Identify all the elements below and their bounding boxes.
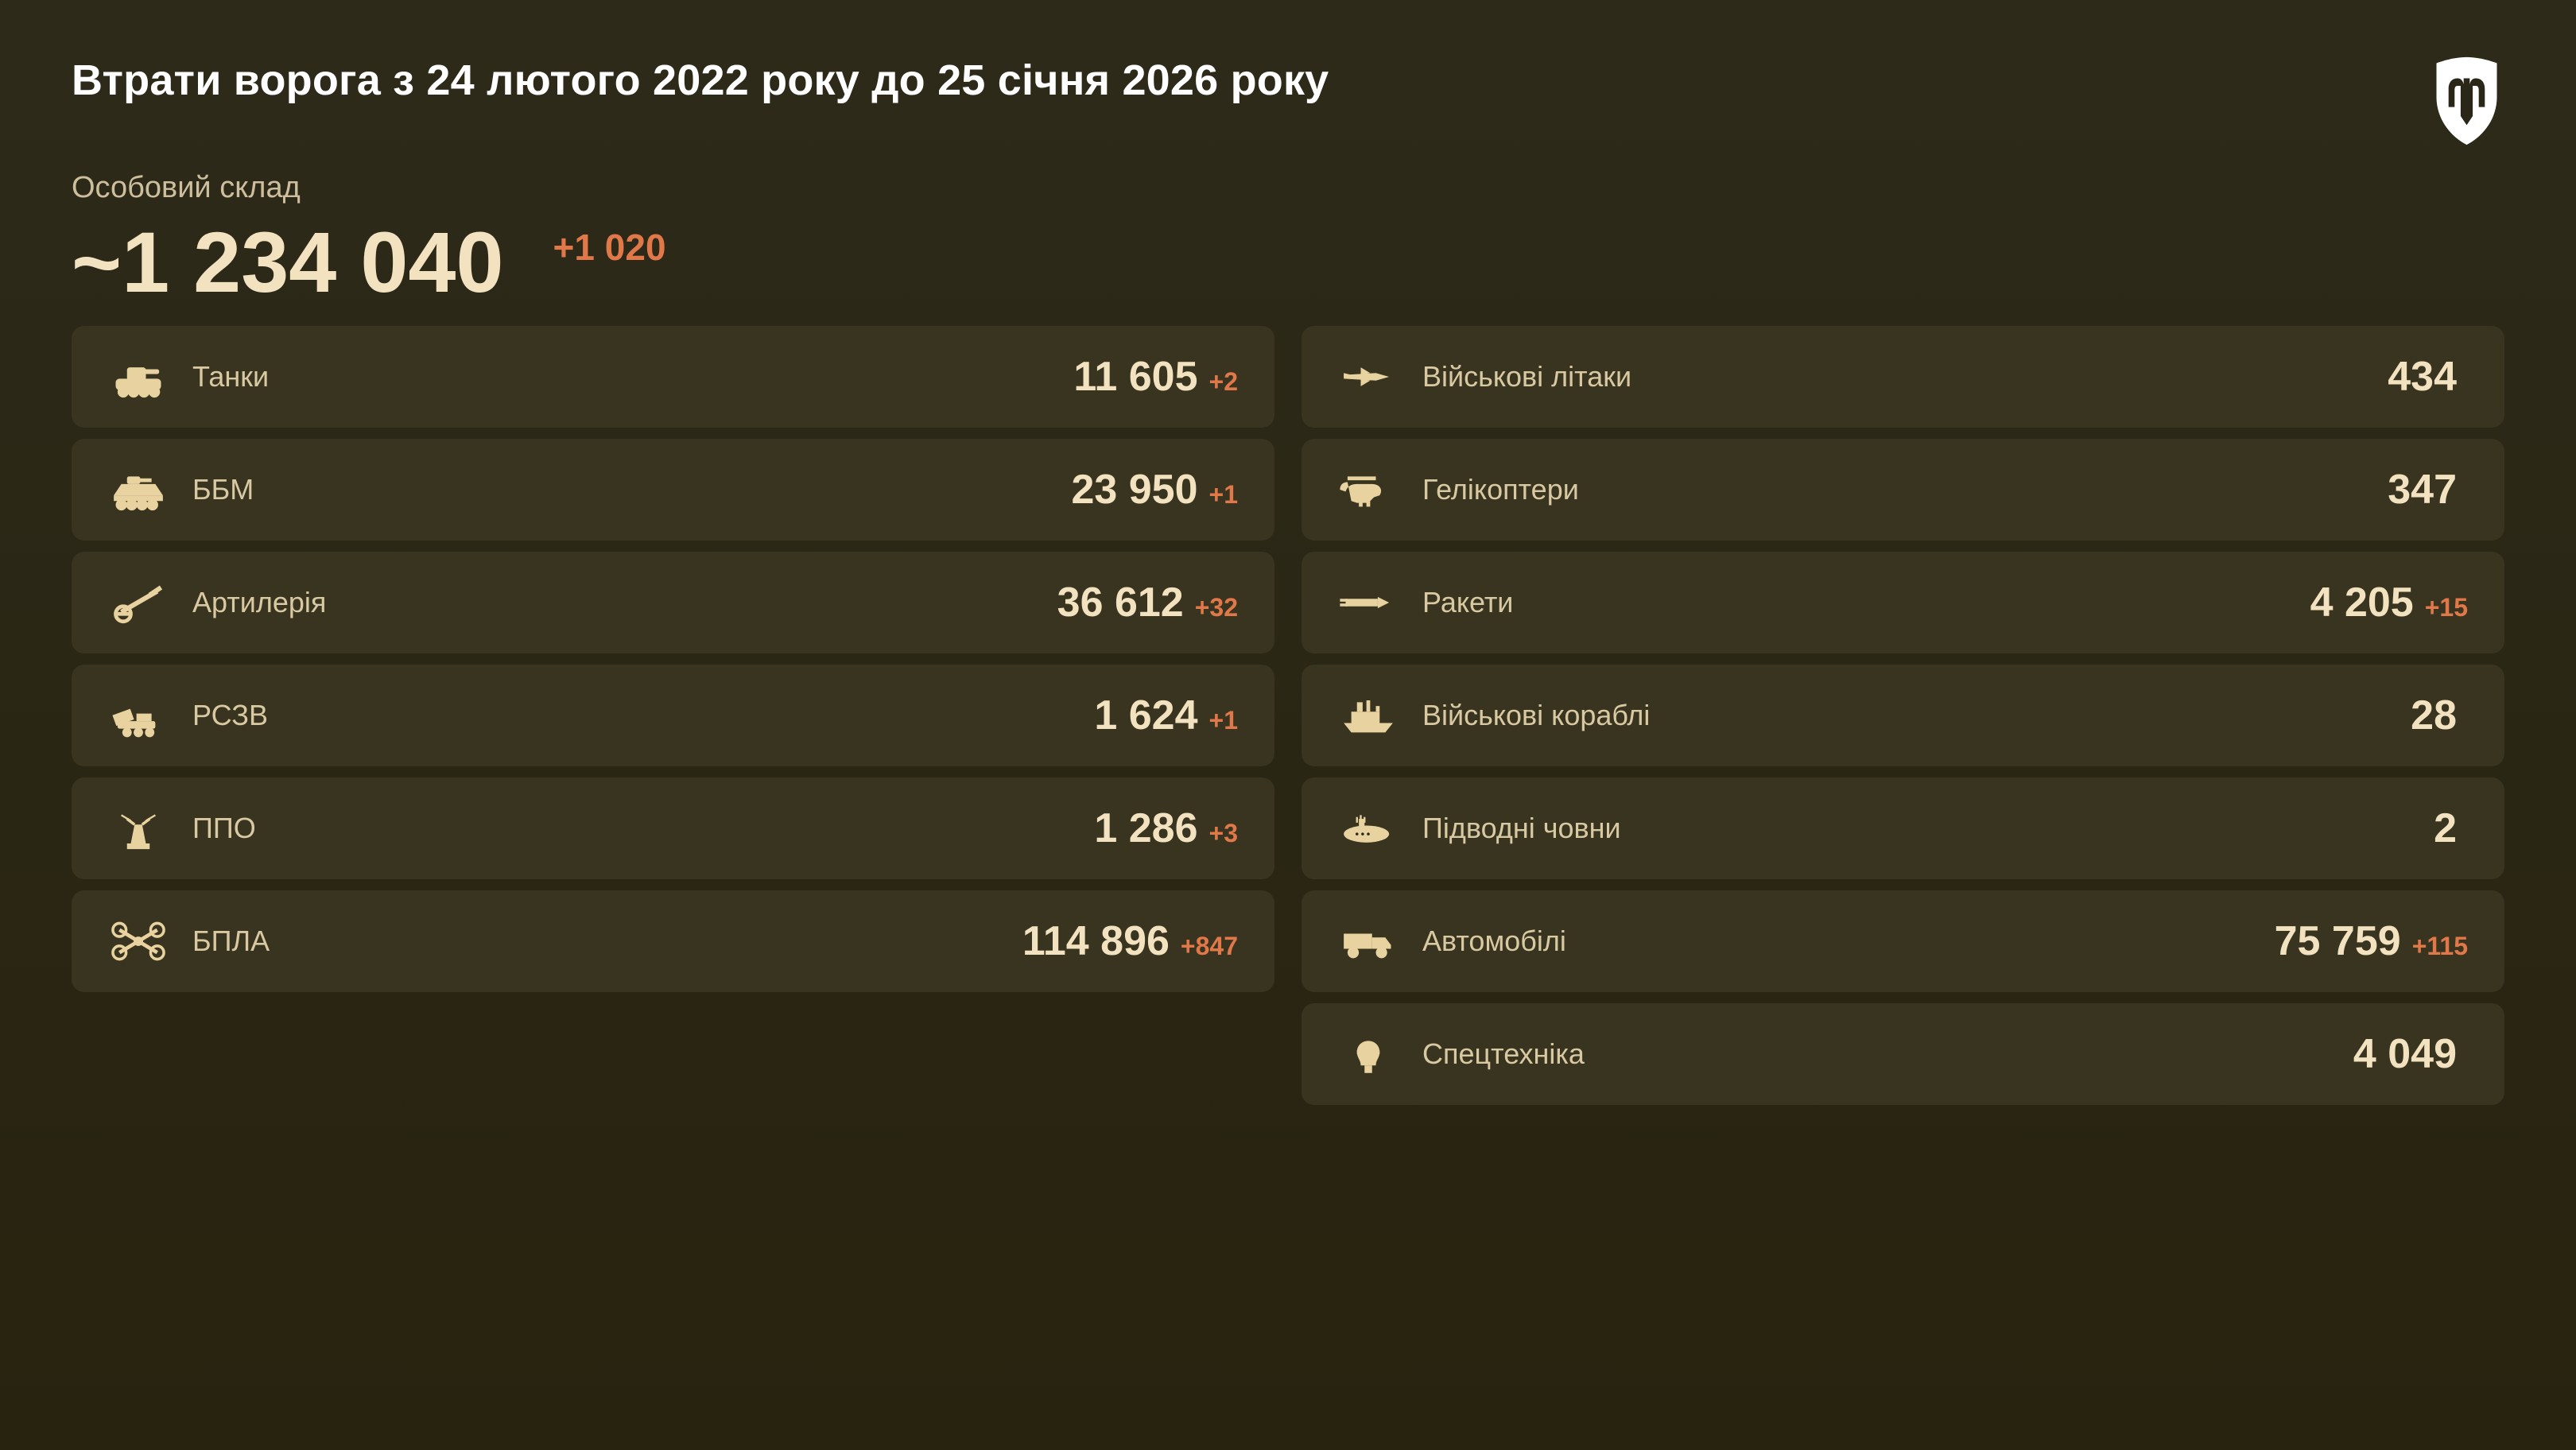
stat-delta: +847: [1181, 932, 1238, 961]
stat-label: ППО: [192, 812, 256, 845]
right-column: Військові літаки 434 Гелікоптери 347: [1302, 326, 2504, 1105]
truck-icon: [1338, 917, 1399, 966]
stat-value: 11 605: [1073, 353, 1197, 401]
stat-row-jets[interactable]: Військові літаки 434: [1302, 326, 2504, 428]
special-equipment-icon: [1338, 1029, 1399, 1079]
air-defense-icon: [108, 804, 169, 853]
jet-icon: [1338, 352, 1399, 401]
stat-value: 114 896: [1022, 917, 1170, 965]
personnel-delta: +1 020: [553, 226, 666, 312]
stat-delta: +3: [1209, 819, 1238, 848]
stat-label: Гелікоптери: [1422, 473, 1579, 506]
stats-columns: Танки 11 605 +2 ББМ 23 950 +1: [72, 326, 2504, 1105]
stat-value: 434: [2388, 353, 2457, 401]
personnel-value: ~1 234 040: [72, 219, 504, 305]
stat-value: 1 286: [1094, 804, 1197, 852]
stat-delta: +1: [1209, 706, 1238, 735]
stat-value: 4 049: [2353, 1030, 2457, 1078]
left-column: Танки 11 605 +2 ББМ 23 950 +1: [72, 326, 1274, 1105]
stat-row-mlrs[interactable]: РСЗВ 1 624 +1: [72, 665, 1274, 766]
page-title: Втрати ворога з 24 лютого 2022 року до 2…: [72, 56, 1329, 105]
stat-row-submarines[interactable]: Підводні човни 2: [1302, 777, 2504, 879]
submarine-icon: [1338, 804, 1399, 853]
stat-label: ББМ: [192, 473, 254, 506]
stat-value: 347: [2388, 466, 2457, 514]
stat-label: Артилерія: [192, 586, 326, 619]
stat-label: Автомобілі: [1422, 925, 1566, 958]
ukraine-trident-logo: [2429, 56, 2504, 147]
stat-value: 23 950: [1071, 466, 1197, 514]
stat-label: Танки: [192, 360, 269, 394]
tank-icon: [108, 352, 169, 401]
personnel-hero-row: ~1 234 040 +1 020: [72, 219, 2504, 305]
stat-label: Підводні човни: [1422, 812, 1621, 845]
personnel-section-label: Особовий склад: [72, 171, 2504, 205]
stat-row-air-defense[interactable]: ППО 1 286 +3: [72, 777, 1274, 879]
stat-label: Ракети: [1422, 586, 1513, 619]
stat-delta: +115: [2412, 932, 2468, 961]
stat-row-tanks[interactable]: Танки 11 605 +2: [72, 326, 1274, 428]
stat-row-special-equipment[interactable]: Спецтехніка 4 049: [1302, 1003, 2504, 1105]
stat-value: 1 624: [1094, 692, 1197, 739]
stat-value: 2: [2434, 804, 2457, 852]
stat-row-helicopters[interactable]: Гелікоптери 347: [1302, 439, 2504, 541]
stat-row-missiles[interactable]: Ракети 4 205 +15: [1302, 552, 2504, 653]
stat-delta: +1: [1209, 480, 1238, 510]
stat-value: 36 612: [1057, 579, 1184, 626]
helicopter-icon: [1338, 465, 1399, 514]
stat-row-warships[interactable]: Військові кораблі 28: [1302, 665, 2504, 766]
stat-row-artillery[interactable]: Артилерія 36 612 +32: [72, 552, 1274, 653]
stat-delta: +2: [1209, 367, 1238, 397]
stat-value: 4 205: [2310, 579, 2414, 626]
stat-label: Військові кораблі: [1422, 699, 1650, 732]
stat-label: БПЛА: [192, 925, 270, 958]
stat-value: 28: [2411, 692, 2457, 739]
stat-delta: +15: [2425, 593, 2468, 622]
stat-row-drones[interactable]: БПЛА 114 896 +847: [72, 890, 1274, 992]
stat-value: 75 759: [2275, 917, 2401, 965]
ifv-icon: [108, 465, 169, 514]
stat-label: РСЗВ: [192, 699, 268, 732]
stat-row-ifv[interactable]: ББМ 23 950 +1: [72, 439, 1274, 541]
infographic-page: Втрати ворога з 24 лютого 2022 року до 2…: [0, 0, 2576, 1450]
stat-label: Військові літаки: [1422, 360, 1631, 394]
header-row: Втрати ворога з 24 лютого 2022 року до 2…: [72, 56, 2504, 147]
drone-icon: [108, 917, 169, 966]
warship-icon: [1338, 691, 1399, 740]
missile-icon: [1338, 578, 1399, 627]
stat-delta: +32: [1195, 593, 1238, 622]
stat-label: Спецтехніка: [1422, 1037, 1585, 1071]
stat-row-vehicles[interactable]: Автомобілі 75 759 +115: [1302, 890, 2504, 992]
mlrs-icon: [108, 691, 169, 740]
artillery-icon: [108, 578, 169, 627]
